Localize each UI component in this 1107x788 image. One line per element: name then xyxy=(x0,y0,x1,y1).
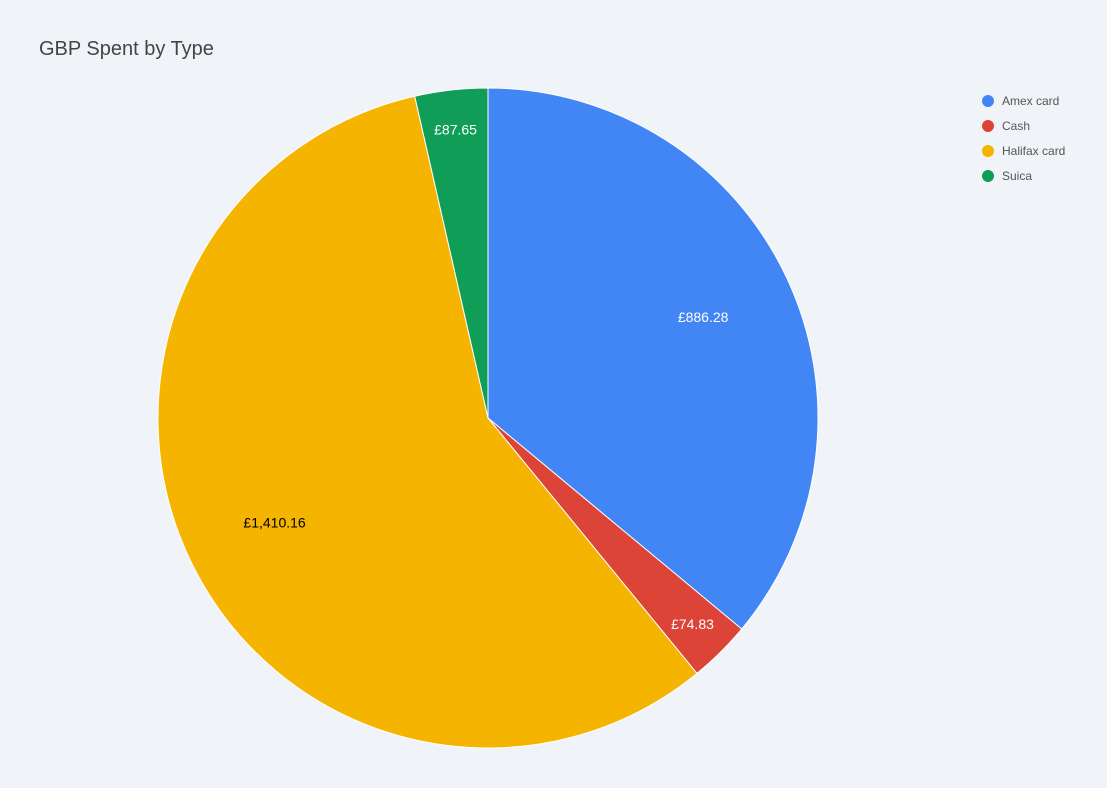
pie-slice-amex-card[interactable] xyxy=(487,87,819,630)
legend-swatch-halifax-card xyxy=(982,144,994,157)
legend-item-halifax-card[interactable]: Halifax card xyxy=(982,138,1065,163)
legend: Amex card Cash Halifax card Suica xyxy=(982,88,1065,188)
slice-label-halifax-card: £1,410.16 xyxy=(243,514,305,530)
legend-label-cash: Cash xyxy=(1002,118,1031,133)
pie-slice-suica[interactable] xyxy=(414,87,489,419)
legend-swatch-suica xyxy=(982,169,994,182)
legend-label-suica: Suica xyxy=(1002,168,1033,183)
slice-label-amex-card: £886.28 xyxy=(678,309,729,325)
chart-title: GBP Spent by Type xyxy=(39,38,214,60)
legend-item-suica[interactable]: Suica xyxy=(982,163,1065,188)
legend-label-halifax-card: Halifax card xyxy=(1002,143,1066,158)
legend-item-cash[interactable]: Cash xyxy=(982,113,1065,138)
legend-swatch-amex-card xyxy=(982,94,994,107)
legend-item-amex-card[interactable]: Amex card xyxy=(982,88,1065,113)
slice-label-suica: £87.65 xyxy=(434,121,477,137)
legend-label-amex-card: Amex card xyxy=(1002,93,1060,108)
legend-swatch-cash xyxy=(982,119,994,132)
slice-label-cash: £74.83 xyxy=(671,616,714,632)
pie-slice-halifax-card[interactable] xyxy=(157,95,698,749)
